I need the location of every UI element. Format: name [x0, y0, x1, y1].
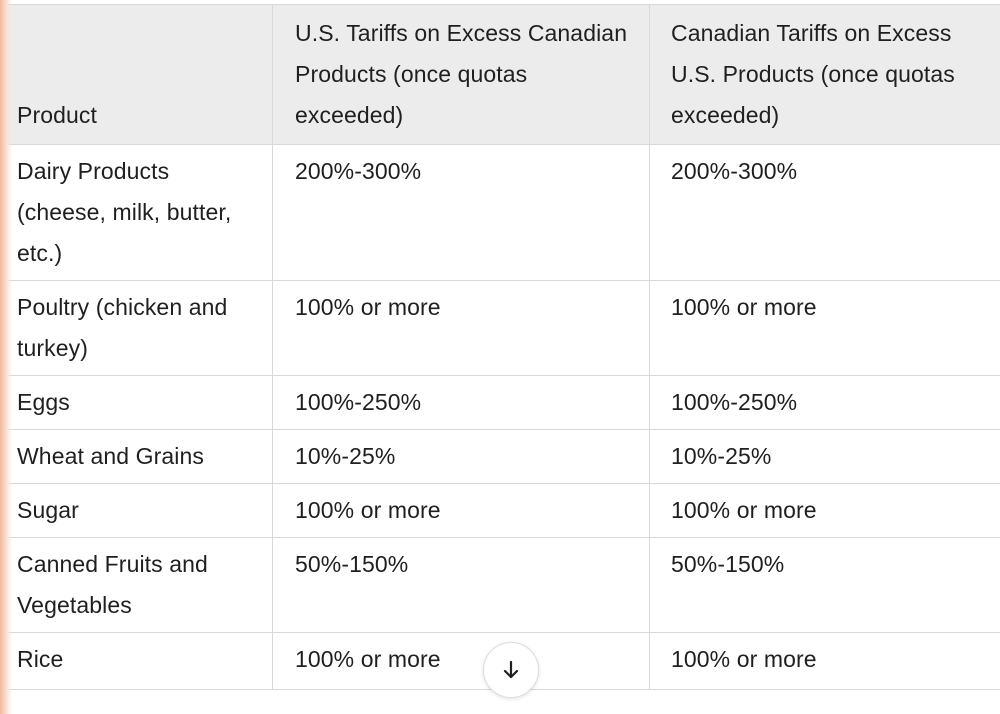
tariff-table: Product U.S. Tariffs on Excess Canadian … — [0, 4, 1000, 690]
header-canadian-tariffs: Canadian Tariffs on Excess U.S. Products… — [649, 4, 1000, 145]
cell-canadian-tariff: 100% or more — [649, 280, 1000, 376]
cell-us-tariff: 50%-150% — [272, 537, 650, 633]
cell-product: Poultry (chicken and turkey) — [0, 280, 273, 376]
header-us-tariffs: U.S. Tariffs on Excess Canadian Products… — [272, 4, 650, 145]
cell-us-tariff: 100%-250% — [272, 375, 650, 430]
cell-product: Dairy Products (cheese, milk, butter, et… — [0, 144, 273, 281]
cell-us-tariff: 200%-300% — [272, 144, 650, 281]
header-row: Product U.S. Tariffs on Excess Canadian … — [0, 4, 1000, 145]
table-row: Rice 100% or more 100% or more — [0, 632, 1000, 690]
table-row: Poultry (chicken and turkey) 100% or mor… — [0, 280, 1000, 376]
cell-product: Wheat and Grains — [0, 429, 273, 484]
cell-canadian-tariff: 10%-25% — [649, 429, 1000, 484]
cell-product: Eggs — [0, 375, 273, 430]
scroll-to-bottom-button[interactable] — [483, 642, 539, 698]
cell-product: Rice — [0, 632, 273, 690]
table-body: Dairy Products (cheese, milk, butter, et… — [0, 144, 1000, 690]
table-row: Wheat and Grains 10%-25% 10%-25% — [0, 429, 1000, 484]
arrow-down-icon — [499, 658, 523, 682]
cell-canadian-tariff: 50%-150% — [649, 537, 1000, 633]
cell-us-tariff: 100% or more — [272, 483, 650, 538]
cell-canadian-tariff: 100% or more — [649, 483, 1000, 538]
table-row: Canned Fruits and Vegetables 50%-150% 50… — [0, 537, 1000, 633]
table-row: Sugar 100% or more 100% or more — [0, 483, 1000, 538]
cell-product: Canned Fruits and Vegetables — [0, 537, 273, 633]
cell-canadian-tariff: 100% or more — [649, 632, 1000, 690]
cell-canadian-tariff: 200%-300% — [649, 144, 1000, 281]
table-row: Dairy Products (cheese, milk, butter, et… — [0, 144, 1000, 281]
table-header: Product U.S. Tariffs on Excess Canadian … — [0, 4, 1000, 145]
cell-product: Sugar — [0, 483, 273, 538]
cell-us-tariff: 100% or more — [272, 632, 650, 690]
header-product: Product — [0, 4, 273, 145]
cell-canadian-tariff: 100%-250% — [649, 375, 1000, 430]
cell-us-tariff: 10%-25% — [272, 429, 650, 484]
cell-us-tariff: 100% or more — [272, 280, 650, 376]
table-row: Eggs 100%-250% 100%-250% — [0, 375, 1000, 430]
